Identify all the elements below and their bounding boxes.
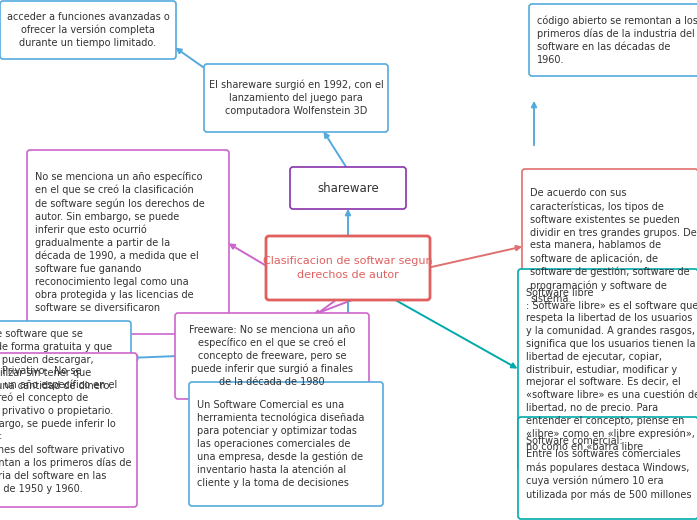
- Text: shareware: shareware: [317, 181, 379, 194]
- FancyBboxPatch shape: [27, 150, 229, 334]
- FancyBboxPatch shape: [189, 382, 383, 506]
- FancyBboxPatch shape: [518, 269, 697, 471]
- FancyBboxPatch shape: [518, 417, 697, 519]
- FancyBboxPatch shape: [266, 236, 430, 300]
- FancyBboxPatch shape: [204, 64, 388, 132]
- FancyBboxPatch shape: [290, 167, 406, 209]
- FancyBboxPatch shape: [529, 4, 697, 76]
- Text: Un Software Comercial es una
herramienta tecnológica diseñada
para potenciar y o: Un Software Comercial es una herramienta…: [197, 400, 365, 488]
- Text: are Privativo:  No se
ona un año específico en el
e creó el concepto de
are priv: are Privativo: No se ona un año específi…: [0, 366, 132, 494]
- Text: De acuerdo con sus
características, los tipos de
software existentes se pueden
d: De acuerdo con sus características, los …: [530, 188, 697, 304]
- Text: acceder a funciones avanzadas o
ofrecer la versión completa
durante un tiempo li: acceder a funciones avanzadas o ofrecer …: [7, 12, 169, 48]
- FancyBboxPatch shape: [522, 169, 697, 323]
- FancyBboxPatch shape: [0, 1, 176, 59]
- FancyBboxPatch shape: [175, 313, 369, 399]
- FancyBboxPatch shape: [0, 353, 137, 507]
- Text: o de software que se
ye de forma gratuita y que
rios pueden descargar,
y utiliza: o de software que se ye de forma gratuit…: [0, 329, 112, 391]
- Text: El shareware surgió en 1992, con el
lanzamiento del juego para
computadora Wolfe: El shareware surgió en 1992, con el lanz…: [208, 80, 383, 116]
- FancyBboxPatch shape: [0, 321, 131, 399]
- Text: No se menciona un año específico
en el que se creó la clasificación
de software : No se menciona un año específico en el q…: [35, 172, 205, 313]
- Text: Clasificacion de softwar segun
derechos de autor: Clasificacion de softwar segun derechos …: [263, 256, 433, 280]
- Text: Freeware: No se menciona un año
específico en el que se creó el
concepto de free: Freeware: No se menciona un año específi…: [189, 324, 355, 387]
- Text: Software comercial:
Entre los softwares comerciales
más populares destaca Window: Software comercial: Entre los softwares …: [526, 436, 691, 500]
- Text: Software libre
: Software libre» es el software que
respeta la libertad de los u: Software libre : Software libre» es el s…: [526, 288, 697, 452]
- Text: código abierto se remontan a los
primeros días de la industria del
software en l: código abierto se remontan a los primero…: [537, 15, 697, 65]
